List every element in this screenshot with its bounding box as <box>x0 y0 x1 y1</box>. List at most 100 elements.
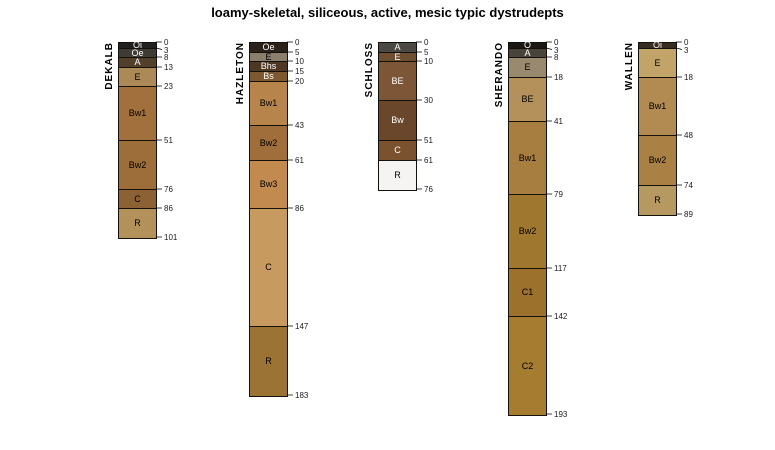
horizon-label: E <box>134 71 141 82</box>
horizon-label: C1 <box>521 287 534 297</box>
depth-label: 10 <box>424 57 433 66</box>
depth-label: 0 <box>684 38 689 47</box>
depth-label: 3 <box>554 45 559 55</box>
horizon-label: Bw <box>391 115 404 125</box>
depth-label: 76 <box>424 185 433 194</box>
horizon-rect-bw1: Bw1 <box>509 122 546 195</box>
depth-tick <box>675 47 683 50</box>
horizon-rect-a: A <box>379 43 416 53</box>
depth-label: 76 <box>164 185 173 194</box>
horizon-rect-c: C <box>250 209 287 327</box>
horizon-rect-a: A <box>119 58 156 68</box>
profile-id-label: SCHLOSS <box>364 42 375 98</box>
horizon-label: Bw2 <box>518 226 537 236</box>
horizon-rect-e: E <box>250 51 287 62</box>
horizon-label: E <box>524 62 531 72</box>
horizon-label: R <box>654 195 661 205</box>
depth-label: 43 <box>295 121 304 130</box>
horizon-label: C <box>394 145 401 155</box>
horizon-label: Bs <box>263 71 274 81</box>
depth-label: 183 <box>295 391 309 400</box>
chart-title: loamy-skeletal, siliceous, active, mesic… <box>211 5 564 20</box>
horizon-label: A <box>134 57 141 67</box>
depth-tick <box>155 47 163 50</box>
horizon-label: A <box>394 42 401 52</box>
depth-label: 51 <box>164 136 173 145</box>
horizon-rect-c: C <box>379 141 416 161</box>
depth-label: 8 <box>554 53 559 62</box>
depth-label: 193 <box>554 410 568 419</box>
horizon-rect-bw2: Bw2 <box>639 136 676 186</box>
horizon-rect-bw2: Bw2 <box>509 195 546 269</box>
horizon-rect-o: O <box>509 40 546 50</box>
horizon-label: O <box>523 40 531 50</box>
profile-column: O A E BE Bw1 Bw2 C1 C2 <box>508 40 547 416</box>
depth-label: 8 <box>164 53 169 62</box>
horizon-label: Bw1 <box>518 152 537 163</box>
depth-label: 89 <box>684 210 693 219</box>
horizon-label: Bhs <box>260 61 277 71</box>
horizon-label: Oi <box>133 40 142 50</box>
horizon-rect-e: E <box>509 58 546 78</box>
profile-column: Oe E Bhs Bs Bw1 Bw2 Bw3 C R <box>249 42 288 397</box>
horizon-label: Bw2 <box>128 159 147 170</box>
horizon-label: Bw1 <box>259 98 278 108</box>
depth-ticks <box>416 41 422 190</box>
depth-label: 15 <box>295 67 304 76</box>
depth-label: 18 <box>684 73 693 82</box>
profile-id-label: DEKALB <box>104 42 115 90</box>
horizon-rect-bhs: Bhs <box>250 62 287 72</box>
depth-label: 18 <box>554 73 563 82</box>
depth-label: 86 <box>295 204 304 213</box>
horizon-label: R <box>265 356 272 366</box>
soil-profile-wallen: Oi E Bw1 Bw2 R WALLEN 0 3 18 48 74 89 <box>624 38 693 219</box>
depth-label: 74 <box>684 181 693 190</box>
depth-label: 0 <box>295 38 300 47</box>
depth-label: 5 <box>295 48 300 57</box>
horizon-label: Bw2 <box>259 137 278 148</box>
horizon-label: BE <box>391 75 404 86</box>
horizon-rect-e: E <box>379 52 416 62</box>
horizon-rect-oe: Oe <box>250 43 287 53</box>
horizon-rect-bs: Bs <box>250 72 287 82</box>
depth-label: 61 <box>295 156 304 165</box>
depth-label: 0 <box>554 38 559 47</box>
depth-label: 3 <box>684 45 689 55</box>
depth-label: 30 <box>424 96 433 105</box>
depth-label: 142 <box>554 312 568 321</box>
depth-label: 86 <box>164 204 173 213</box>
soil-profile-dekalb: Oi Oe A E Bw1 Bw2 C R DEKALB 0 3 8 13 23 51 76 86 101 <box>104 38 177 242</box>
horizon-rect-be: BE <box>379 62 416 101</box>
soil-profile-schloss: A E BE Bw C R SCHLOSS 0 5 10 30 51 61 76 <box>364 38 433 194</box>
horizon-label: A <box>524 47 531 58</box>
depth-label: 147 <box>295 322 309 331</box>
horizon-label: C <box>265 262 272 272</box>
horizon-label: E <box>654 57 661 68</box>
depth-label: 79 <box>554 190 563 199</box>
horizon-label: Oi <box>653 40 662 50</box>
depth-label: 3 <box>164 45 169 55</box>
horizon-rect-bw2: Bw2 <box>119 141 156 190</box>
depth-label: 117 <box>554 264 567 273</box>
horizon-rect-r: R <box>250 327 287 396</box>
depth-ticks <box>155 41 163 238</box>
depth-label: 48 <box>684 131 693 140</box>
horizon-rect-bw1: Bw1 <box>119 87 156 141</box>
depth-label: 101 <box>164 233 178 242</box>
horizon-label: E <box>265 51 272 62</box>
horizon-rect-a: A <box>509 47 546 58</box>
horizon-label: BE <box>521 94 534 104</box>
depth-label: 10 <box>295 57 304 66</box>
horizon-label: Bw1 <box>648 101 667 111</box>
horizon-rect-bw3: Bw3 <box>250 161 287 209</box>
horizon-rect-c2: C2 <box>509 317 546 415</box>
profile-id-label: SHERANDO <box>494 42 505 108</box>
depth-ticks <box>545 41 553 415</box>
horizon-rect-e: E <box>119 68 156 87</box>
soil-profile-hazleton: Oe E Bhs Bs Bw1 Bw2 Bw3 C R HAZLETON 0 5 10 15 20 43 61 8… <box>235 38 308 400</box>
depth-label: 61 <box>424 156 433 165</box>
horizon-rect-bw: Bw <box>379 101 416 141</box>
profile-id-label: WALLEN <box>624 42 635 91</box>
horizon-rect-oi: Oi <box>639 40 676 50</box>
horizon-rect-r: R <box>639 186 676 215</box>
